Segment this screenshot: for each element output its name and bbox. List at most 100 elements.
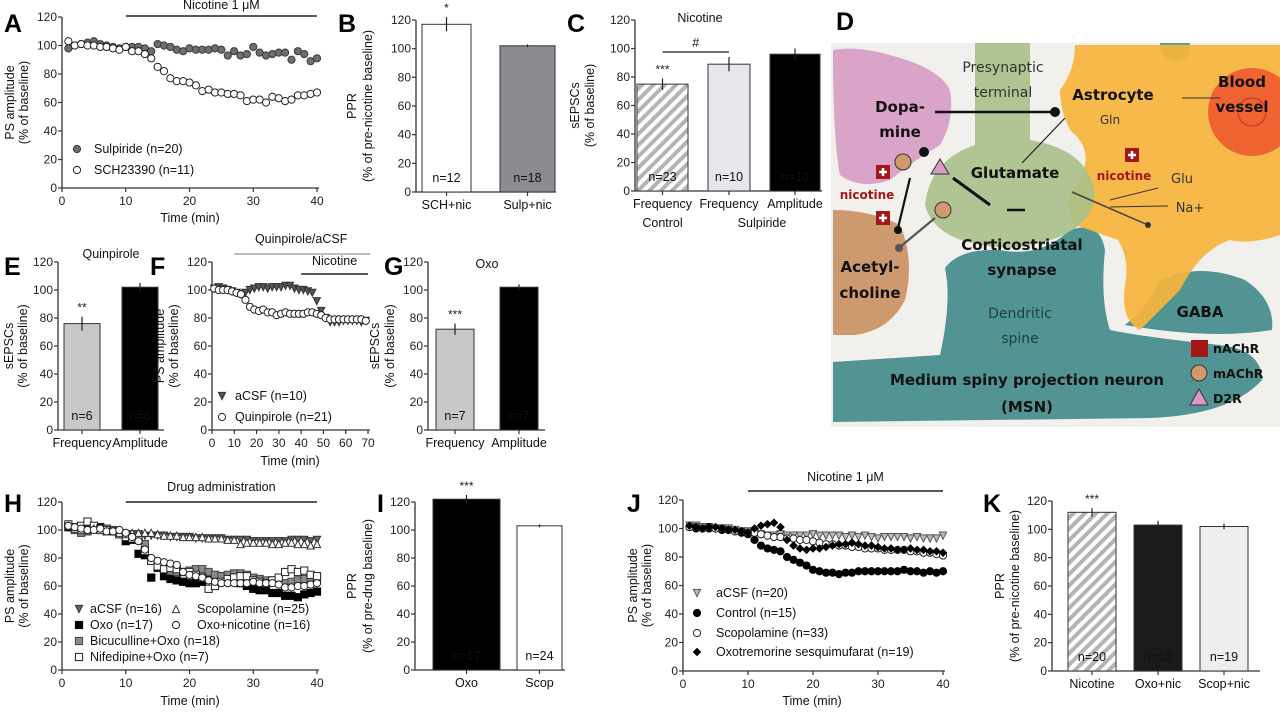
data-point — [834, 539, 844, 549]
terminal-label: terminal — [974, 85, 1032, 101]
y-tick-label: 100 — [658, 522, 678, 536]
y-axis-label: (% of baseline) — [383, 304, 397, 387]
acetylcholine-label-2: choline — [839, 284, 900, 302]
data-point — [121, 42, 130, 52]
y-tick-label: 20 — [617, 156, 631, 170]
x-axis-label: Time (min) — [260, 454, 319, 468]
y-tick-label: 120 — [37, 10, 57, 24]
data-point — [724, 525, 733, 535]
x-tick-label: 60 — [339, 436, 353, 450]
data-point — [912, 567, 922, 576]
y-axis-label: sEPSCs — [368, 323, 382, 370]
astro-glutamate-arrow — [1071, 191, 1149, 226]
bar — [707, 63, 751, 192]
panel-letter: A — [4, 10, 22, 38]
y-axis-label: PS amplitude — [626, 548, 640, 622]
legend-entry: Quinpirole (n=21) — [235, 410, 332, 424]
data-point — [893, 545, 902, 555]
y-tick-label: 40 — [397, 607, 411, 621]
data-point — [912, 545, 922, 555]
data-point — [750, 535, 759, 545]
bar-n-label: n=23 — [648, 170, 676, 184]
data-point — [172, 560, 181, 570]
data-point — [756, 521, 766, 530]
y-axis-label: (% of pre-nicotine baseline) — [1008, 510, 1022, 662]
presynaptic-terminal — [925, 43, 1095, 248]
legend-entry: aCSF (n=16) — [90, 602, 162, 616]
legend-nachr: nAChR — [1213, 341, 1260, 356]
x-tick-label: 50 — [317, 436, 331, 450]
data-point — [263, 284, 273, 294]
data-point — [802, 545, 811, 555]
ach-nachr-arrow — [896, 177, 912, 229]
x-tick-label: 0 — [209, 436, 216, 450]
legend-marker — [74, 652, 84, 662]
data-point — [815, 544, 824, 553]
y-tick-label: 20 — [44, 635, 58, 649]
data-point — [300, 566, 309, 575]
y-tick-label: 80 — [398, 70, 412, 84]
d2r-legend-icon — [1189, 387, 1209, 406]
y-tick-label: 100 — [610, 42, 630, 56]
bar — [1199, 526, 1249, 672]
bar-n-label: n=6 — [129, 409, 150, 423]
y-axis-label: (% of baseline) — [583, 64, 597, 147]
data-point — [808, 537, 818, 546]
presynaptic-label: Presynaptic — [962, 60, 1043, 76]
data-point — [140, 528, 150, 537]
x-tick-label: 10 — [119, 676, 133, 690]
x-tick-label: Scop+nic — [1198, 677, 1250, 691]
bar — [63, 323, 101, 431]
data-point — [893, 532, 902, 542]
data-point — [248, 537, 258, 547]
x-tick-label: Frequency — [52, 436, 112, 450]
legend-entry: Sulpiride (n=20) — [94, 142, 183, 156]
synapse-label: synapse — [987, 261, 1056, 279]
x-tick-label: 40 — [310, 194, 324, 208]
y-tick-label: 120 — [1027, 494, 1047, 508]
bar — [499, 286, 539, 431]
data-point — [795, 544, 805, 553]
data-point — [860, 541, 870, 550]
x-tick-label: 20 — [183, 676, 197, 690]
data-point — [197, 532, 207, 542]
y-tick-label: 60 — [617, 99, 631, 113]
y-tick-label: 60 — [398, 99, 412, 113]
bar — [499, 45, 556, 193]
panel-a: A 0 20 40 60 80 100 120 0 10 20 30 40 Time (min) PS am… — [3, 0, 324, 225]
y-tick-label: 0 — [416, 423, 423, 437]
acetylcholine-cell — [833, 210, 909, 335]
y-tick-label: 80 — [194, 311, 208, 325]
data-point — [802, 535, 811, 545]
data-point — [245, 285, 255, 295]
bar-n-label: n=24 — [525, 649, 553, 663]
y-tick-label: 60 — [1034, 579, 1048, 593]
data-point — [828, 541, 837, 550]
x-tick-label: 20 — [183, 194, 197, 208]
y-axis-label: PPR — [345, 573, 359, 599]
data-point — [919, 568, 928, 577]
data-point — [261, 98, 271, 107]
y-tick-label: 100 — [391, 42, 411, 56]
panel-g: G Oxo 0 20 40 60 80 100 120 sEPSCs (% of baseline)… — [368, 253, 547, 450]
legend-marker — [692, 647, 702, 657]
machr-receptor-icon — [934, 201, 952, 219]
panel-letter: D — [836, 8, 854, 36]
bar — [435, 328, 475, 431]
data-point — [808, 530, 818, 539]
data-point — [912, 532, 922, 542]
data-point — [906, 534, 915, 544]
y-tick-label: 100 — [37, 39, 57, 53]
data-point — [280, 537, 290, 547]
data-point — [281, 48, 290, 57]
data-point — [932, 568, 941, 577]
panel-i: I 0 20 40 60 80 100 120 PPR (% of pre-drug baseli… — [345, 479, 565, 690]
data-point — [299, 539, 309, 549]
data-point — [216, 533, 226, 543]
data-point — [249, 284, 259, 294]
data-point — [274, 539, 284, 549]
x-tick-label: SCH+nic — [422, 198, 472, 212]
data-point — [899, 565, 909, 574]
y-tick-label: 80 — [40, 311, 54, 325]
data-point — [312, 579, 322, 588]
